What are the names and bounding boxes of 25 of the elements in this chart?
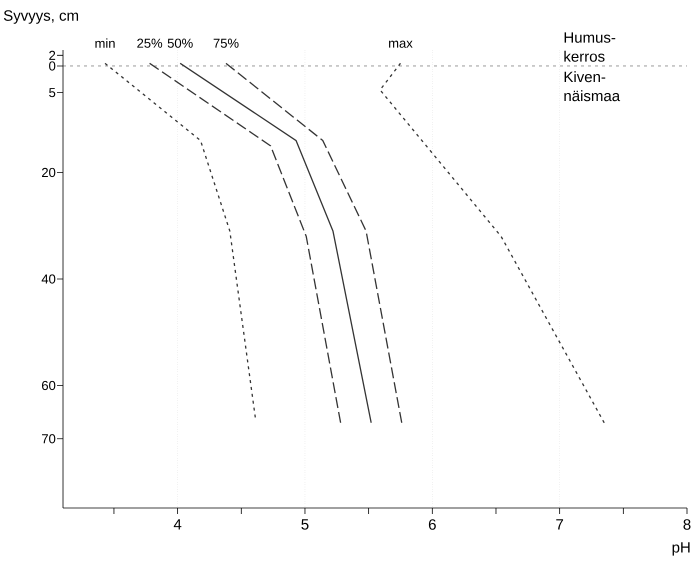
series-label: 50% [168, 38, 193, 48]
series-label: min [95, 38, 115, 48]
annotation: Humus-kerros [564, 32, 616, 62]
y-tick-label: 0 [49, 61, 56, 71]
y-tick-label: 40 [42, 274, 56, 284]
y-tick-label: 20 [42, 168, 56, 178]
series-label: 25% [137, 38, 162, 48]
line-series [104, 62, 256, 418]
x-tick-label: 7 [556, 519, 564, 530]
series-label: 75% [214, 38, 239, 48]
x-axis-title: pH [672, 542, 690, 556]
y-tick-label: 5 [49, 88, 56, 98]
y-tick-label: 70 [42, 434, 56, 444]
y-tick-label: 2 [49, 50, 56, 60]
line-series [225, 62, 402, 424]
x-tick-label: 6 [428, 519, 436, 530]
x-tick-label: 4 [174, 519, 182, 530]
line-series [148, 62, 342, 424]
line-series [180, 62, 372, 424]
y-axis-title: Syvyys, cm [4, 10, 78, 24]
annotation: Kiven-näismaa [564, 71, 620, 102]
series-label: max [389, 40, 413, 48]
x-tick-label: 8 [683, 519, 691, 530]
x-tick-label: 5 [301, 519, 309, 530]
y-tick-label: 60 [42, 380, 56, 390]
